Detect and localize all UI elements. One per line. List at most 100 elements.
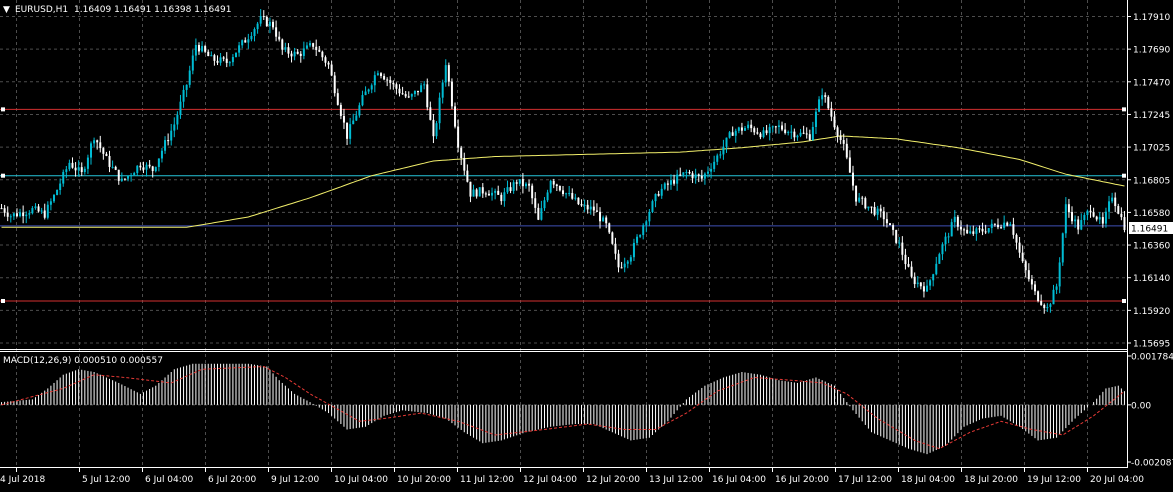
- candle-body: [1043, 304, 1046, 309]
- candle-body: [12, 213, 15, 217]
- candle-body: [734, 130, 737, 136]
- candle-body: [157, 158, 160, 167]
- panel-frames: [0, 0, 1128, 468]
- candle-body: [268, 21, 271, 27]
- candle-body: [37, 206, 40, 212]
- candle-body: [83, 168, 86, 173]
- candle-body: [250, 35, 253, 40]
- candle-body: [99, 142, 102, 149]
- candle-body: [423, 84, 426, 86]
- candle-body: [753, 128, 756, 133]
- candle-body: [512, 182, 515, 191]
- candle-body: [167, 140, 170, 142]
- candle-body: [543, 200, 546, 209]
- candle-body: [145, 164, 148, 170]
- candle-body: [1098, 217, 1101, 220]
- candle-body: [1080, 220, 1083, 230]
- candle-body: [932, 274, 935, 281]
- candle-body: [1123, 217, 1126, 231]
- candle-body: [34, 206, 37, 209]
- hline-handle-right: [1122, 173, 1126, 178]
- candle-body: [821, 95, 824, 100]
- candle-body: [315, 46, 318, 50]
- candle-body: [531, 185, 534, 199]
- candle-body: [969, 231, 972, 234]
- candle-body: [614, 243, 617, 254]
- candle-body: [278, 36, 281, 40]
- candle-body: [133, 173, 136, 176]
- candle-body: [731, 132, 734, 136]
- candle-body: [1067, 204, 1070, 212]
- candle-body: [191, 55, 194, 71]
- candle-body: [947, 236, 950, 238]
- candle-body: [713, 161, 716, 169]
- candle-body: [574, 197, 577, 199]
- candle-body: [990, 223, 993, 229]
- candle-body: [1083, 215, 1086, 221]
- candle-body: [383, 75, 386, 80]
- candle-body: [636, 236, 639, 243]
- price-axis[interactable]: 1.17910 1.17690 1.17470 1.17245 1.17025 1.168…: [1127, 13, 1170, 350]
- price-tick-label: 1.17245: [1133, 111, 1170, 121]
- candle-body: [740, 127, 743, 131]
- candle-body: [845, 143, 848, 158]
- candle-body: [204, 46, 207, 52]
- candle-body: [555, 184, 558, 186]
- candle-body: [836, 127, 839, 137]
- candle-body: [176, 114, 179, 125]
- time-tick-label: 16 Jul 04:00: [712, 475, 766, 485]
- candle-body: [993, 223, 996, 225]
- candle-body: [454, 106, 457, 127]
- candle-body: [916, 282, 919, 285]
- price-tick-label: 1.16140: [1133, 274, 1170, 284]
- candle-body: [762, 130, 765, 138]
- candle-body: [484, 193, 487, 195]
- candle-body: [599, 211, 602, 222]
- ma-path: [1, 135, 1125, 228]
- candle-body: [697, 174, 700, 176]
- candle-body: [642, 225, 645, 236]
- candle-body: [444, 65, 447, 83]
- candle-body: [65, 169, 68, 172]
- candle-body: [111, 166, 114, 168]
- candle-body: [1015, 234, 1018, 243]
- candle-body: [663, 183, 666, 189]
- time-axis[interactable]: 4 Jul 2018 5 Jul 12:00 6 Jul 04:00 6 Jul 20…: [0, 468, 1144, 485]
- macd-tick-label: 0.001784: [1131, 353, 1173, 363]
- candle-body: [777, 125, 780, 127]
- candle-body: [941, 244, 944, 255]
- candle-body: [546, 192, 549, 201]
- candle-body: [629, 257, 632, 262]
- current-price-label: 1.16491: [1131, 225, 1168, 235]
- candle-body: [552, 180, 555, 185]
- symbol-label: EURUSD,H1: [15, 5, 68, 15]
- candle-body: [626, 261, 629, 264]
- candle-body: [802, 132, 805, 134]
- candle-body: [234, 52, 237, 58]
- candle-body: [623, 263, 626, 268]
- candle-body: [1006, 222, 1009, 226]
- header-triangle-icon[interactable]: ▼: [3, 5, 10, 15]
- candle-body: [657, 193, 660, 196]
- moving-average-line: [1, 135, 1125, 228]
- candle-body: [3, 208, 6, 213]
- candle-body: [491, 192, 494, 196]
- horizontal-price-lines[interactable]: [0, 107, 1126, 303]
- candle-body: [389, 80, 392, 83]
- candle-body: [136, 165, 139, 174]
- candle-body: [959, 226, 962, 230]
- candle-body: [401, 93, 404, 95]
- candle-body: [127, 175, 130, 179]
- candle-body: [123, 178, 126, 180]
- candle-body: [953, 216, 956, 223]
- candle-body: [1052, 289, 1055, 305]
- candle-body: [52, 194, 55, 202]
- candle-body: [910, 266, 913, 277]
- candle-body: [312, 43, 315, 47]
- current-price-tag: 1.16491: [1129, 222, 1173, 235]
- price-tick-label: 1.15920: [1133, 307, 1170, 317]
- time-tick-label: 18 Jul 04:00: [901, 475, 955, 485]
- candle-body: [185, 84, 188, 90]
